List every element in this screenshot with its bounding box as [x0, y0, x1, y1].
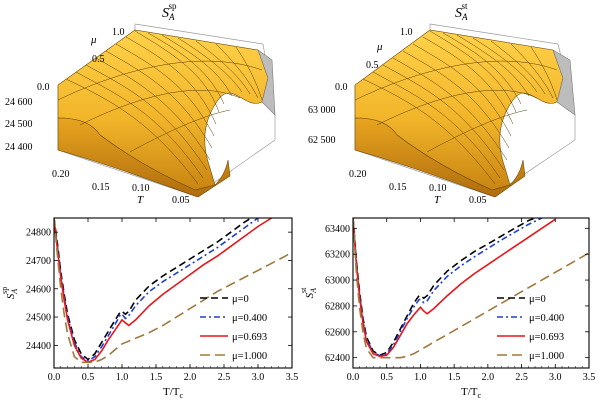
y-tick-label: 62800 [325, 301, 350, 312]
surface-mesh-st [362, 30, 558, 185]
mu-tick-st-1: 0.5 [366, 60, 379, 71]
t-tick-sp-0: 0.20 [52, 169, 70, 180]
surface-sp [57, 29, 269, 191]
mu-axis-label-st: μ [376, 41, 383, 53]
y-tick-label: 24400 [26, 341, 51, 352]
surface-mesh-mu-sp [57, 60, 263, 153]
x-axis-label: T/Tc [163, 386, 184, 400]
t-tick-st-0: 0.20 [349, 169, 367, 180]
t-tick-sp-2: 0.10 [132, 183, 150, 194]
z-tick-st-1: 62 500 [308, 135, 336, 146]
legend-label-3: μ=1.000 [232, 351, 267, 362]
z-tick-sp-2: 24 400 [5, 142, 33, 153]
legend-label-2: μ=0.693 [529, 332, 564, 343]
t-axis-label-sp: T [137, 194, 144, 206]
y-tick-label: 24700 [26, 256, 51, 267]
y-axis-label: SAsp [0, 287, 19, 300]
x-axis-label: T/Tc [461, 386, 482, 400]
surface-front-sp [57, 117, 231, 198]
z-tick-sp-0: 24 600 [5, 97, 33, 108]
x-tick-label: 2.0 [482, 372, 495, 383]
legend-label-1: μ=0.400 [529, 313, 564, 324]
mu-tick-st-2: 0.0 [335, 82, 348, 93]
y-tick-label: 24600 [26, 284, 51, 295]
x-tick-label: 1.0 [414, 372, 427, 383]
plot-frame [352, 217, 590, 369]
mu-axis-label-sp: μ [90, 34, 97, 46]
y-tick-label: 24800 [26, 228, 51, 239]
surface-front-st [354, 117, 526, 198]
x-tick-label: 3.0 [549, 372, 562, 383]
t-axis-label-st: T [434, 194, 441, 206]
x-tick-label: 2.5 [515, 372, 528, 383]
series-line-0 [353, 218, 536, 356]
x-tick-label: 3.5 [583, 372, 596, 383]
surface-title-sp: SAsp [162, 1, 177, 22]
legend-label-3: μ=1.000 [529, 351, 564, 362]
mu-tick-sp-2: 0.0 [37, 82, 50, 93]
t-tick-sp-3: 0.05 [172, 195, 190, 206]
series-group [54, 218, 292, 364]
series-line-1 [54, 218, 259, 362]
mu-tick-st-0: 1.0 [400, 27, 413, 38]
y-tick-label: 24500 [26, 313, 51, 324]
x-tick-label: 3.5 [286, 372, 299, 383]
x-tick-label: 3.0 [252, 372, 265, 383]
x-tick-label: 0.5 [82, 372, 95, 383]
surface-panel-st: SAst [308, 1, 576, 206]
series-line-3 [54, 218, 292, 364]
y-tick-label: 63000 [325, 276, 350, 287]
plot-frame [53, 217, 293, 369]
z-tick-sp-1: 24 500 [5, 119, 33, 130]
legend-label-0: μ=0 [232, 294, 249, 305]
surface-panel-sp: SAsp [5, 1, 276, 206]
z-tick-st-0: 63 000 [308, 105, 336, 116]
series-line-3 [353, 218, 589, 359]
surface-st [354, 29, 564, 191]
t-tick-sp-1: 0.15 [92, 182, 110, 193]
x-tick-label: 1.5 [448, 372, 461, 383]
x-tick-label: 1.0 [116, 372, 129, 383]
legend-label-2: μ=0.693 [232, 332, 267, 343]
x-tick-label: 1.5 [150, 372, 163, 383]
surface-wall-st [552, 49, 576, 116]
surface-wall-sp [257, 49, 276, 116]
x-tick-label: 2.0 [184, 372, 197, 383]
line-chart-sp: 0.0 0.5 1.0 1.5 2.0 2.5 3.0 3.5 24400 24500 24600 2… [0, 217, 299, 400]
mu-tick-sp-1: 0.5 [92, 54, 105, 65]
x-tick-label: 0.0 [48, 372, 61, 383]
y-axis-label: SAst [299, 287, 318, 299]
legend-label-0: μ=0 [529, 294, 546, 305]
y-tick-label: 63400 [325, 224, 350, 235]
series-line-1 [353, 218, 543, 357]
x-tick-label: 0.5 [380, 372, 393, 383]
surface-mesh-mu-st [354, 60, 558, 153]
legend-label-1: μ=0.400 [232, 313, 267, 324]
surface-mesh-sp [65, 30, 263, 185]
x-tick-label: 0.0 [347, 372, 360, 383]
t-tick-st-3: 0.05 [469, 195, 487, 206]
y-tick-label: 63200 [325, 250, 350, 261]
t-tick-st-2: 0.10 [429, 183, 447, 194]
series-line-2 [353, 218, 556, 358]
x-tick-label: 2.5 [218, 372, 231, 383]
surface-title-st: SAst [455, 1, 468, 22]
y-tick-label: 62400 [325, 353, 350, 364]
series-line-2 [54, 218, 273, 364]
series-group [353, 218, 589, 359]
t-tick-st-1: 0.15 [389, 182, 407, 193]
line-chart-st: 0.0 0.5 1.0 1.5 2.0 2.5 3.0 3.5 62400 62600 62800 6… [299, 217, 596, 400]
mu-tick-sp-0: 1.0 [112, 27, 125, 38]
y-tick-label: 62600 [325, 327, 350, 338]
